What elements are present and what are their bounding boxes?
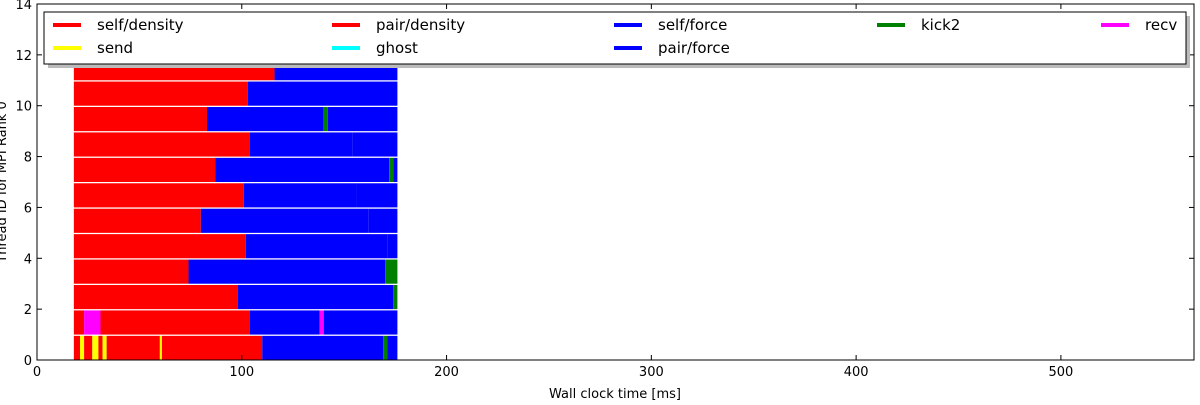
legend-label: recv [1145,16,1177,34]
task-bar-thread-6-1 [243,183,357,208]
task-bar-thread-0-9 [262,335,384,360]
y-axis-label: Thread ID for MPI Rank 0 [0,101,10,263]
task-bar-thread-1-2 [100,310,250,335]
task-bar-thread-10-1 [247,81,398,106]
task-bar-thread-1-5 [323,310,398,335]
legend: self/density pair/density self/force kick2 r… [43,11,1190,68]
task-bar-thread-6-2 [356,183,398,208]
task-bar-thread-7-0 [73,157,216,182]
task-bar-thread-6-0 [73,183,244,208]
legend-label: send [97,39,133,57]
task-bar-thread-8-1 [249,132,353,157]
task-bar-thread-8-0 [73,132,250,157]
task-bar-thread-0-3 [92,335,99,360]
plot-bars [73,56,398,360]
task-bar-thread-2-0 [73,284,238,310]
task-bar-thread-7-1 [215,157,390,182]
task-bar-thread-5-1 [200,208,369,233]
task-bar-thread-3-0 [73,259,189,284]
task-bar-thread-0-0 [73,335,81,360]
task-bar-thread-2-2 [393,284,398,310]
legend-label: pair/density [376,16,465,34]
task-bar-thread-1-4 [319,310,324,335]
task-bar-thread-9-3 [327,106,398,132]
task-bar-thread-1-0 [73,310,85,335]
task-bar-thread-9-1 [206,106,324,132]
task-bar-thread-0-1 [80,335,85,360]
legend-label: kick2 [921,16,960,34]
task-bar-thread-0-10 [383,335,388,360]
x-axis-label: Wall clock time [ms] [549,387,681,400]
x-tick-label: 300 [639,365,664,380]
task-bar-thread-8-2 [352,132,398,157]
task-bar-thread-7-2 [389,157,394,182]
task-bar-thread-3-1 [188,259,386,284]
plot-frame [36,3,1195,361]
x-axis-ticks: 0 100 200 300 400 500 [33,4,1073,380]
task-bar-thread-1-3 [249,310,320,335]
task-bar-thread-1-1 [84,310,101,335]
x-tick-label: 500 [1048,365,1073,380]
task-bar-thread-5-0 [73,208,201,233]
y-tick-label: 8 [24,151,32,166]
y-tick-label: 12 [15,49,32,64]
task-bar-thread-3-2 [385,259,398,284]
y-tick-label: 10 [15,100,32,115]
task-bar-thread-4-2 [387,234,398,259]
task-bar-thread-7-3 [393,157,398,182]
legend-label: self/density [97,16,184,34]
task-bar-thread-9-0 [73,106,207,132]
y-tick-label: 4 [24,252,32,267]
task-bar-thread-9-2 [323,106,328,132]
y-tick-label: 0 [24,354,32,369]
legend-label: self/force [658,16,727,34]
y-tick-label: 2 [24,303,32,318]
task-bar-thread-0-7 [159,335,162,360]
task-bar-thread-0-11 [387,335,398,360]
y-tick-label: 6 [24,201,32,216]
legend-label: ghost [376,39,418,57]
task-bar-thread-0-4 [98,335,103,360]
legend-label: pair/force [658,39,730,57]
task-bar-thread-5-2 [368,208,398,233]
x-tick-label: 400 [844,365,869,380]
task-bar-thread-2-1 [237,284,394,310]
task-bar-thread-10-0 [73,81,248,106]
y-axis-ticks: 0 2 4 6 8 10 12 14 [15,0,1194,369]
y-tick-label: 14 [15,0,32,13]
task-bar-thread-0-2 [84,335,93,360]
task-bar-thread-4-0 [73,234,246,259]
x-tick-label: 100 [229,365,254,380]
x-tick-label: 200 [434,365,459,380]
task-bar-thread-0-8 [161,335,263,360]
task-bar-thread-4-1 [245,234,388,259]
x-tick-label: 0 [33,365,41,380]
task-bar-thread-0-6 [106,335,160,360]
legend-box [43,11,1187,65]
task-bar-thread-0-5 [102,335,107,360]
